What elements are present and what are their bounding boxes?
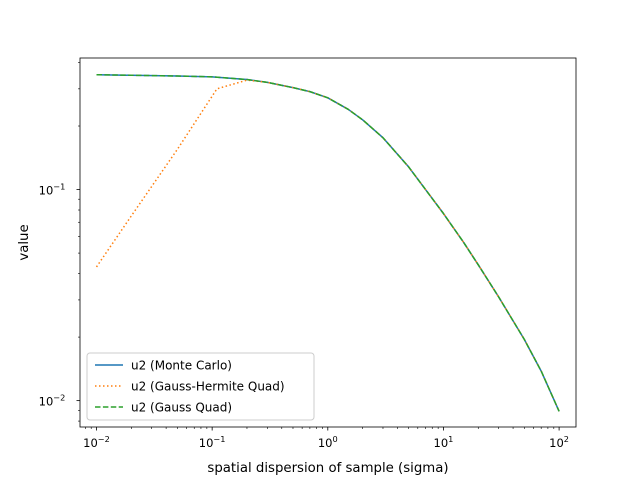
y-tick-label: 10−1 bbox=[39, 182, 66, 198]
x-tick-label: 100 bbox=[318, 434, 338, 450]
y-tick-label: 10−2 bbox=[39, 393, 66, 409]
series-line-3 bbox=[96, 73, 560, 412]
series-line-2 bbox=[95, 79, 560, 412]
legend-label-2: u2 (Gauss-Hermite Quad) bbox=[131, 380, 285, 394]
x-tick-label: 102 bbox=[549, 434, 569, 450]
x-tick-label: 101 bbox=[434, 434, 454, 450]
legend: u2 (Monte Carlo) u2 (Gauss-Hermite Quad) u… bbox=[86, 352, 315, 421]
series-layer bbox=[95, 73, 560, 412]
x-tick-label: 10−2 bbox=[83, 434, 110, 450]
legend-label-3: u2 (Gauss Quad) bbox=[131, 401, 232, 415]
legend-label-1: u2 (Monte Carlo) bbox=[131, 359, 232, 373]
y-axis-label: value bbox=[17, 224, 32, 260]
x-axis-label: spatial dispersion of sample (sigma) bbox=[207, 461, 448, 476]
x-tick-label: 10−1 bbox=[199, 434, 226, 450]
legend-frame bbox=[86, 352, 315, 421]
x-axis-ticks: 10−2 10−1 100 101 102 bbox=[83, 427, 569, 450]
y-axis-ticks: 10−2 10−1 bbox=[39, 62, 80, 422]
